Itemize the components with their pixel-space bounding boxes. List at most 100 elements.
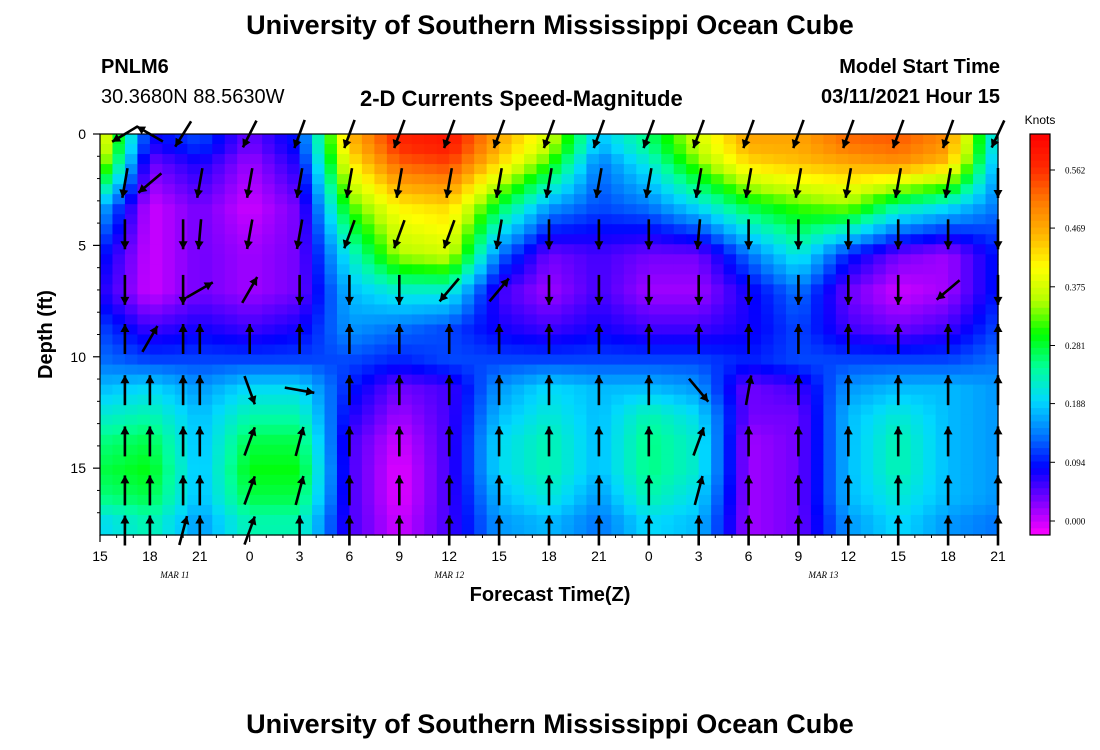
heatmap-cell	[711, 364, 725, 376]
heatmap-cell	[948, 414, 962, 426]
heatmap-cell	[611, 224, 625, 235]
heatmap-cell	[960, 324, 974, 336]
heatmap-cell	[623, 404, 637, 416]
heatmap-cell	[486, 384, 500, 396]
heatmap-cell	[486, 334, 500, 346]
heatmap-cell	[686, 354, 700, 366]
heatmap-cell	[810, 184, 824, 195]
heatmap-cell	[736, 174, 750, 185]
heatmap-cell	[648, 314, 662, 326]
heatmap-cell	[898, 234, 912, 245]
date-label: MAR 12	[433, 570, 464, 580]
heatmap-cell	[124, 404, 139, 416]
heatmap-cell	[723, 234, 737, 245]
heatmap-cell	[661, 384, 675, 396]
heatmap-cell	[785, 174, 800, 185]
heatmap-cell	[823, 264, 837, 275]
heatmap-cell	[449, 204, 463, 215]
heatmap-cell	[761, 324, 775, 336]
heatmap-cell	[823, 174, 837, 185]
heatmap-cell	[312, 234, 326, 245]
heatmap-cell	[149, 424, 163, 436]
heatmap-cell	[636, 474, 650, 486]
heatmap-cell	[461, 454, 475, 466]
heatmap-cell	[773, 394, 787, 406]
heatmap-cell	[511, 254, 525, 265]
heatmap-cell	[785, 414, 800, 426]
heatmap-cell	[773, 494, 787, 506]
vector-arrowhead	[493, 189, 503, 198]
heatmap-cell	[623, 514, 637, 526]
heatmap-cell	[810, 524, 824, 536]
heatmap-cell	[249, 304, 263, 316]
vector-arrowhead	[295, 296, 305, 305]
heatmap-cell	[424, 494, 438, 506]
heatmap-cell	[661, 484, 675, 496]
heatmap-cell	[736, 434, 750, 446]
heatmap-cell	[686, 164, 700, 175]
heatmap-cell	[598, 434, 612, 446]
colorbar-segment	[1030, 394, 1050, 402]
heatmap-cell	[262, 134, 276, 145]
heatmap-cell	[910, 284, 924, 296]
heatmap-cell	[361, 454, 375, 466]
heatmap-cell	[873, 284, 887, 296]
heatmap-cell	[960, 204, 974, 215]
heatmap-cell	[474, 354, 488, 366]
heatmap-cell	[199, 254, 213, 265]
heatmap-cell	[860, 304, 874, 316]
heatmap-cell	[124, 514, 139, 526]
heatmap-cell	[436, 464, 450, 476]
heatmap-cell	[873, 474, 887, 486]
heatmap-cell	[860, 474, 874, 486]
heatmap-cell	[686, 144, 700, 155]
heatmap-cell	[100, 404, 114, 416]
heatmap-cell	[424, 244, 438, 255]
heatmap-cell	[923, 234, 937, 245]
heatmap-cell	[137, 484, 151, 496]
heatmap-cell	[162, 274, 176, 285]
heatmap-cell	[262, 164, 276, 175]
heatmap-cell	[137, 154, 151, 165]
heatmap-cell	[823, 194, 837, 205]
current-vector	[195, 324, 205, 354]
heatmap-cell	[661, 394, 675, 406]
heatmap-cell	[923, 334, 937, 346]
heatmap-cell	[499, 334, 513, 346]
heatmap-cell	[785, 464, 800, 476]
heatmap-cell	[461, 304, 475, 316]
heatmap-cell	[287, 344, 301, 356]
heatmap-cell	[873, 134, 887, 145]
heatmap-cell	[860, 434, 874, 446]
heatmap-cell	[935, 474, 949, 486]
heatmap-cell	[611, 494, 625, 506]
heatmap-cell	[312, 374, 326, 386]
heatmap-cell	[561, 324, 575, 336]
heatmap-cell	[474, 314, 488, 326]
heatmap-cell	[187, 174, 201, 185]
heatmap-cell	[960, 344, 974, 356]
heatmap-cell	[948, 524, 962, 536]
heatmap-cell	[798, 244, 812, 255]
heatmap-cell	[100, 214, 114, 225]
heatmap-cell	[436, 174, 450, 185]
heatmap-cell	[723, 204, 737, 215]
heatmap-cell	[648, 364, 662, 376]
heatmap-cell	[611, 134, 625, 145]
heatmap-cell	[399, 494, 413, 506]
heatmap-cell	[910, 464, 924, 476]
vector-arrowhead	[344, 375, 354, 384]
heatmap-cell	[748, 474, 762, 486]
heatmap-cell	[374, 334, 388, 346]
heatmap-cell	[112, 334, 126, 346]
heatmap-cell	[536, 294, 550, 306]
heatmap-cell	[935, 184, 949, 195]
heatmap-cell	[561, 234, 575, 245]
heatmap-cell	[761, 424, 775, 436]
current-vector	[494, 475, 504, 506]
heatmap-cell	[586, 434, 600, 446]
heatmap-cell	[361, 294, 375, 306]
heatmap-cell	[848, 474, 862, 486]
heatmap-cell	[898, 484, 912, 496]
heatmap-cell	[511, 304, 525, 316]
